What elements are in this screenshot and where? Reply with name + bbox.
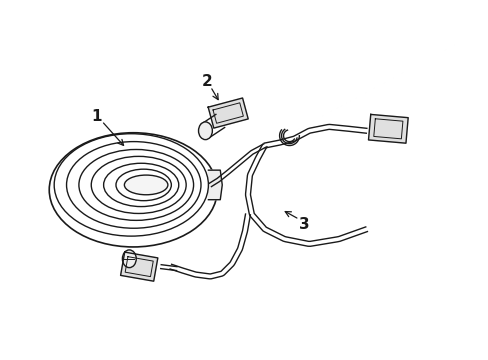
Polygon shape xyxy=(208,170,222,200)
Text: 2: 2 xyxy=(202,74,212,89)
Polygon shape xyxy=(121,252,158,281)
Ellipse shape xyxy=(198,122,212,140)
Ellipse shape xyxy=(124,175,167,195)
Ellipse shape xyxy=(122,250,136,267)
Text: 1: 1 xyxy=(91,108,102,123)
Polygon shape xyxy=(208,98,248,128)
Text: 3: 3 xyxy=(298,217,309,232)
Polygon shape xyxy=(368,114,407,143)
